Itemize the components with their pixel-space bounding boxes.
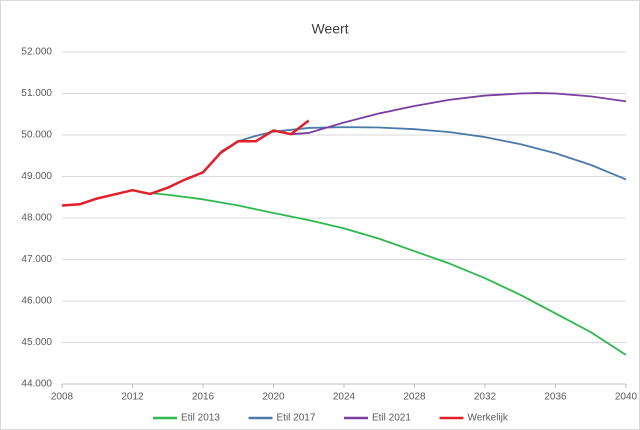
legend-label: Etil 2021: [372, 413, 411, 424]
x-tick-label: 2008: [51, 392, 74, 403]
x-tick-label: 2024: [333, 392, 356, 403]
y-tick-label: 46.000: [21, 296, 52, 307]
x-tick-label: 2040: [615, 392, 638, 403]
legend-label: Etil 2017: [277, 413, 316, 424]
chart-title: Weert: [311, 21, 348, 37]
y-tick-label: 50.000: [21, 130, 52, 141]
y-tick-label: 47.000: [21, 254, 52, 265]
y-tick-label: 52.000: [21, 47, 52, 58]
y-tick-label: 45.000: [21, 337, 52, 348]
y-tick-label: 49.000: [21, 171, 52, 182]
legend-label: Etil 2013: [181, 413, 220, 424]
x-tick-label: 2012: [121, 392, 144, 403]
line-series: [61, 119, 310, 207]
legend-label: Werkelijk: [468, 413, 509, 424]
x-tick-label: 2032: [474, 392, 497, 403]
x-tick-label: 2016: [192, 392, 215, 403]
x-tick-label: 2020: [262, 392, 285, 403]
x-tick-label: 2036: [544, 392, 567, 403]
line-series: [220, 126, 627, 181]
x-tick-label: 2028: [403, 392, 426, 403]
y-tick-label: 51.000: [21, 88, 52, 99]
y-tick-label: 48.000: [21, 213, 52, 224]
line-series: [150, 192, 627, 356]
y-tick-label: 44.000: [21, 379, 52, 390]
line-series: [291, 92, 627, 136]
